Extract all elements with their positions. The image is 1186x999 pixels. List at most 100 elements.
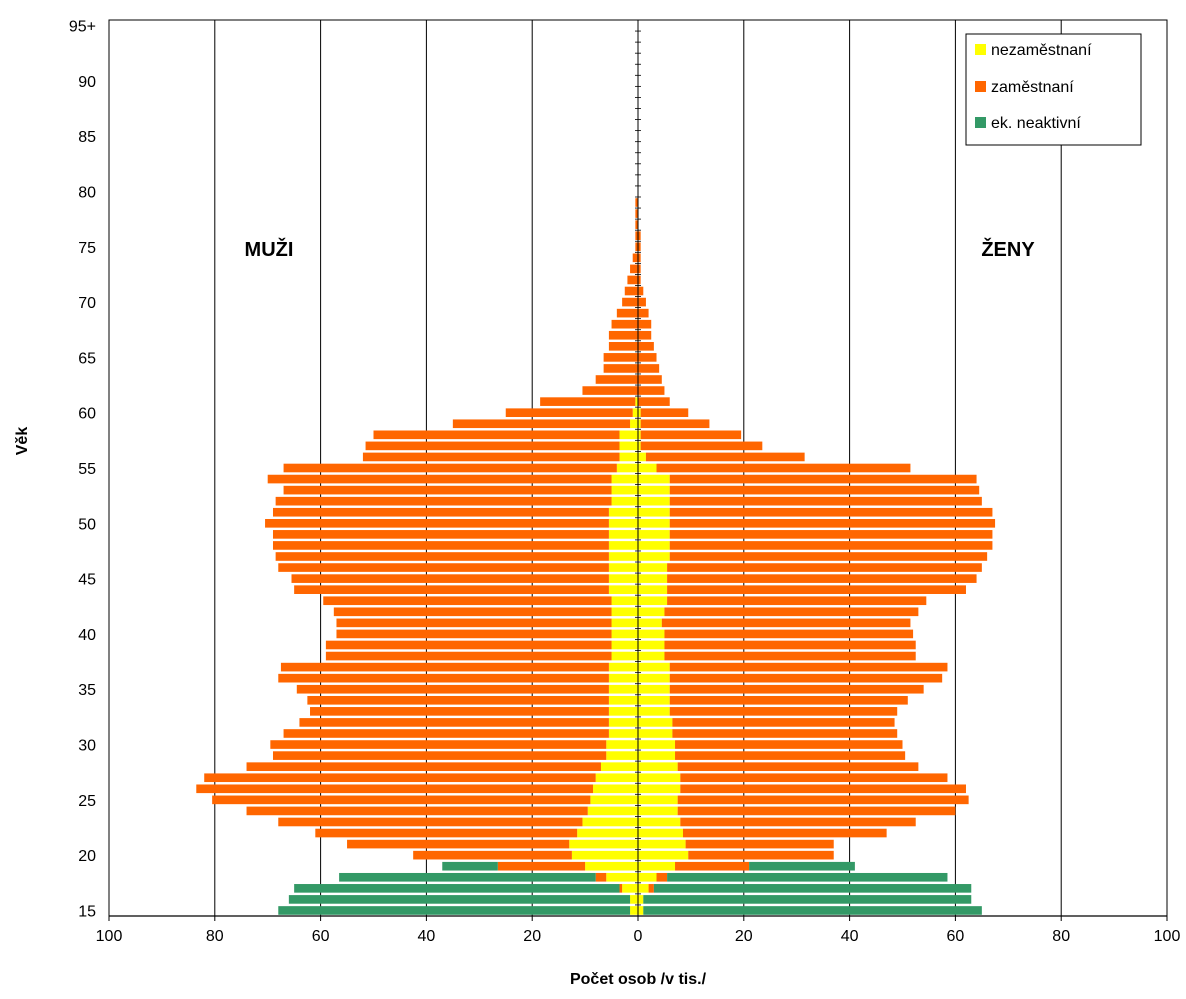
bar-women-zamestnani <box>682 828 887 838</box>
bar-men-nezamestnani <box>608 673 638 683</box>
bar-men-nezamestnani <box>608 507 638 517</box>
bar-men-zamestnani <box>325 640 612 650</box>
bar-women-nezamestnani <box>638 839 686 849</box>
bar-women-zamestnani <box>664 651 916 661</box>
bar-women-zamestnani <box>669 496 982 506</box>
bar-women-zamestnani <box>640 441 763 451</box>
bar-men-nezamestnani <box>608 684 638 694</box>
y-tick-label: 85 <box>78 129 96 146</box>
bar-women-nezamestnani <box>638 574 668 583</box>
bar-women-nezamestnani <box>638 419 641 429</box>
bar-women-nezamestnani <box>638 828 683 838</box>
bar-men-zamestnani <box>196 784 594 794</box>
bar-men-zamestnani <box>630 264 638 274</box>
bar-women-zamestnani <box>680 773 948 783</box>
bar-women-zamestnani <box>672 729 898 738</box>
bar-women-zamestnani <box>638 253 641 263</box>
bar-men-zamestnani <box>272 751 607 760</box>
bar-men-zamestnani <box>272 541 609 550</box>
bar-men-nezamestnani <box>611 651 638 661</box>
bar-men-ek-neaktivni <box>339 872 596 882</box>
bar-men-nezamestnani <box>593 784 638 794</box>
bar-men-nezamestnani <box>630 419 638 429</box>
x-tick-label: 80 <box>1052 928 1070 945</box>
bar-women-zamestnani <box>638 397 670 406</box>
bar-men-zamestnani <box>280 662 609 672</box>
bar-women-zamestnani <box>669 684 924 694</box>
y-tick-label: 15 <box>78 903 96 920</box>
x-tick-labels: 100 80 60 40 20 0 20 40 60 80 100 <box>96 928 1181 945</box>
y-tick-label: 80 <box>78 184 96 201</box>
bar-women-zamestnani <box>664 607 919 617</box>
bar-women-zamestnani <box>672 718 895 727</box>
x-tick-label: 100 <box>1154 928 1181 945</box>
bar-men-zamestnani <box>294 585 609 594</box>
bar-men-zamestnani <box>452 419 631 429</box>
bar-men-zamestnani <box>608 330 638 340</box>
bar-men-nezamestnani <box>585 861 638 871</box>
x-tick-label: 100 <box>96 928 123 945</box>
bar-women-nezamestnani <box>638 441 641 451</box>
bar-women-nezamestnani <box>638 585 668 594</box>
bar-women-zamestnani <box>669 530 993 539</box>
bar-women-zamestnani <box>664 640 916 650</box>
bar-men-nezamestnani <box>600 762 638 771</box>
bar-women-zamestnani <box>685 839 834 849</box>
bar-women-nezamestnani <box>638 452 646 462</box>
bar-women-nezamestnani <box>638 740 676 749</box>
bar-men-nezamestnani <box>608 662 638 672</box>
bar-women-zamestnani <box>677 762 919 771</box>
bar-men-zamestnani <box>413 850 572 860</box>
y-tick-label: 35 <box>78 682 96 699</box>
y-tick-label: 30 <box>78 738 96 755</box>
bar-men-zamestnani <box>283 463 617 473</box>
bar-men-nezamestnani <box>632 408 638 418</box>
bar-men-nezamestnani <box>608 552 638 561</box>
bar-men-zamestnani <box>278 673 609 683</box>
bar-women-nezamestnani <box>638 629 665 639</box>
bar-men-zamestnani <box>635 198 638 207</box>
bar-women-zamestnani <box>638 330 652 340</box>
bar-men-ek-neaktivni <box>442 861 498 871</box>
legend-swatch-nezamestnani <box>975 44 986 55</box>
bar-women-zamestnani <box>638 297 646 307</box>
bar-men-zamestnani <box>608 342 638 351</box>
bar-men-zamestnani <box>624 286 638 296</box>
bar-men-zamestnani <box>622 297 638 307</box>
bar-women-nezamestnani <box>638 895 644 904</box>
bar-men-nezamestnani <box>608 518 638 528</box>
bar-men-zamestnani <box>603 364 638 373</box>
bar-men-zamestnani <box>632 253 638 263</box>
bar-men-zamestnani <box>635 242 638 252</box>
bar-men-zamestnani <box>307 695 609 705</box>
side-label-women: ŽENY <box>981 237 1035 261</box>
bar-women-zamestnani <box>638 308 649 318</box>
bar-women-zamestnani <box>669 485 980 495</box>
bar-men-nezamestnani <box>611 629 638 639</box>
bar-women-zamestnani <box>669 695 908 705</box>
bar-men-nezamestnani <box>630 895 638 904</box>
x-tick-label: 40 <box>841 928 859 945</box>
bar-women-nezamestnani <box>638 751 676 760</box>
side-label-men: MUŽI <box>245 237 294 261</box>
bar-men-zamestnani <box>291 574 609 583</box>
bar-men-nezamestnani <box>606 872 638 882</box>
bar-women-nezamestnani <box>638 463 657 473</box>
bar-men-zamestnani <box>246 762 601 771</box>
bar-women-zamestnani <box>638 231 641 241</box>
bar-women-zamestnani <box>667 585 966 594</box>
bar-women-nezamestnani <box>638 563 668 572</box>
bar-men-zamestnani <box>323 596 612 606</box>
bar-men-zamestnani <box>310 707 609 716</box>
x-tick-label: 40 <box>418 928 436 945</box>
y-tick-label: 90 <box>78 74 96 91</box>
bar-men-nezamestnani <box>619 452 638 462</box>
bar-women-nezamestnani <box>638 707 670 716</box>
bar-men-nezamestnani <box>611 496 638 506</box>
bar-men-nezamestnani <box>608 718 638 727</box>
bar-women-zamestnani <box>640 419 710 429</box>
bar-men-zamestnani <box>315 828 578 838</box>
bar-women-nezamestnani <box>638 552 670 561</box>
bar-men-nezamestnani <box>606 740 638 749</box>
